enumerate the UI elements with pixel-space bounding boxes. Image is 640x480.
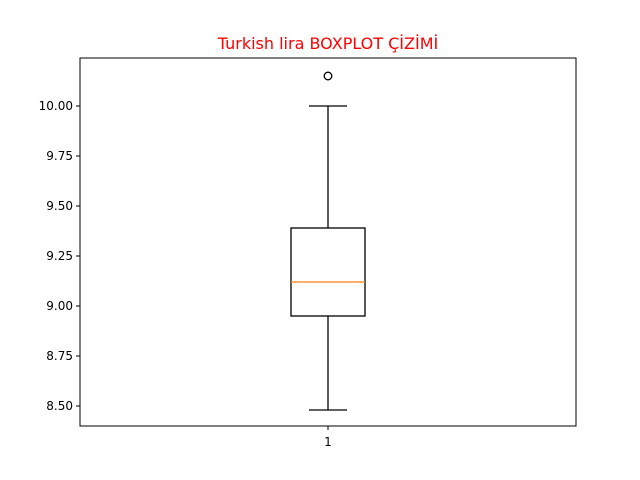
axes-frame [79,57,577,427]
chart-title: Turkish lira BOXPLOT ÇİZİMİ [217,34,438,53]
x-axis: 1 [324,426,332,449]
x-tick-label: 1 [324,435,332,449]
y-tick-label: 8.75 [46,349,73,363]
y-tick-label: 9.75 [46,149,73,163]
y-tick-label: 9.50 [46,199,73,213]
iqr-box [290,227,366,317]
y-tick-label: 9.25 [46,249,73,263]
y-tick-label: 8.50 [46,399,73,413]
y-tick-label: 9.00 [46,299,73,313]
y-tick-label: 10.00 [39,99,73,113]
plot-area [290,71,366,411]
outlier-point [323,71,333,81]
y-axis: 8.50 8.75 9.00 9.25 9.50 9.75 10.00 [39,99,80,413]
